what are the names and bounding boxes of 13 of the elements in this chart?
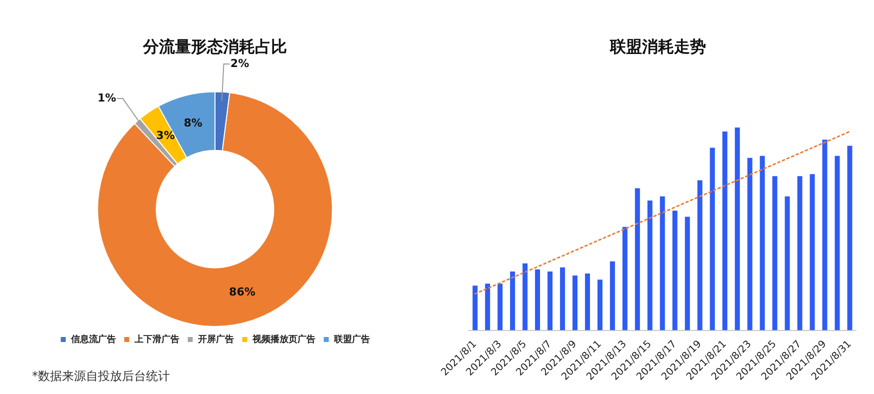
legend-label: 视频播放页广告 [251,334,316,345]
data-label: 1% [97,91,116,104]
chart-title: 联盟消耗走势 [609,36,706,56]
legend-label: 信息流广告 [70,334,116,345]
data-label: 2% [230,56,250,70]
data-label: 3% [156,129,175,142]
data-label: 8% [184,116,202,130]
legend-label: 上下滑广告 [133,334,180,345]
legend-label: 开屏广告 [196,334,234,345]
legend-label: 联盟广告 [332,334,370,345]
chart-title: 分流量形态消耗占比 [142,36,287,56]
data-label: 86% [229,286,256,299]
text: *数据来源自投放后台统计 [32,368,170,385]
